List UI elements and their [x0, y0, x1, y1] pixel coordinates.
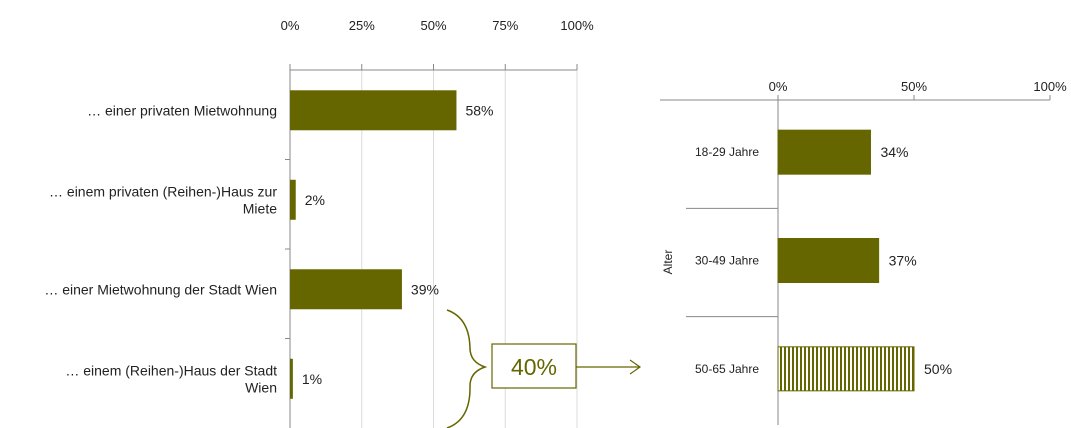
x-tick-label: 100% — [1033, 79, 1067, 94]
x-tick-label: 75% — [492, 18, 518, 33]
right-chart: 0% 50% 100% 34% 18-29 Jahre 37% 30-49 Jahre 50%… — [660, 79, 1067, 425]
value-label: 2% — [305, 192, 325, 208]
value-label: 37% — [889, 253, 917, 269]
x-tick-label: 100% — [560, 18, 594, 33]
bar — [290, 90, 457, 131]
axis-title: Alter — [661, 250, 675, 275]
bar — [777, 346, 915, 392]
value-label: 1% — [302, 371, 322, 387]
category-label: Miete — [243, 200, 277, 216]
bar — [777, 129, 871, 175]
category-label: … einer Mietwohnung der Stadt Wien — [44, 281, 277, 297]
value-label: 39% — [411, 281, 439, 297]
category-label: 18-29 Jahre — [695, 145, 759, 159]
value-label: 58% — [465, 102, 493, 118]
bar — [290, 269, 402, 310]
callout-label: 40% — [511, 354, 557, 380]
x-tick-label: 0% — [769, 79, 788, 94]
x-tick-label: 50% — [901, 79, 927, 94]
value-label: 50% — [924, 361, 952, 377]
x-tick-label: 0% — [281, 18, 300, 33]
category-label: … einem privaten (Reihen-)Haus zur — [49, 183, 277, 199]
callout: 40% — [446, 309, 642, 428]
category-label: 30-49 Jahre — [695, 254, 759, 268]
x-tick-label: 25% — [349, 18, 375, 33]
x-tick-label: 50% — [420, 18, 446, 33]
left-chart: 0% 25% 50% 75% 100% 58% … einer privaten Mietw… — [44, 18, 594, 428]
callout-brace — [446, 309, 488, 428]
category-label: Wien — [245, 379, 277, 395]
bar — [290, 179, 296, 220]
category-label: … einer privaten Mietwohnung — [87, 102, 277, 118]
value-label: 34% — [880, 144, 908, 160]
bar — [777, 238, 880, 283]
callout-box — [491, 343, 577, 389]
category-label: 50-65 Jahre — [695, 362, 759, 376]
callout-arrow-head — [629, 359, 642, 375]
category-label: … einem (Reihen-)Haus der Stadt — [65, 362, 277, 378]
bar — [290, 358, 293, 399]
